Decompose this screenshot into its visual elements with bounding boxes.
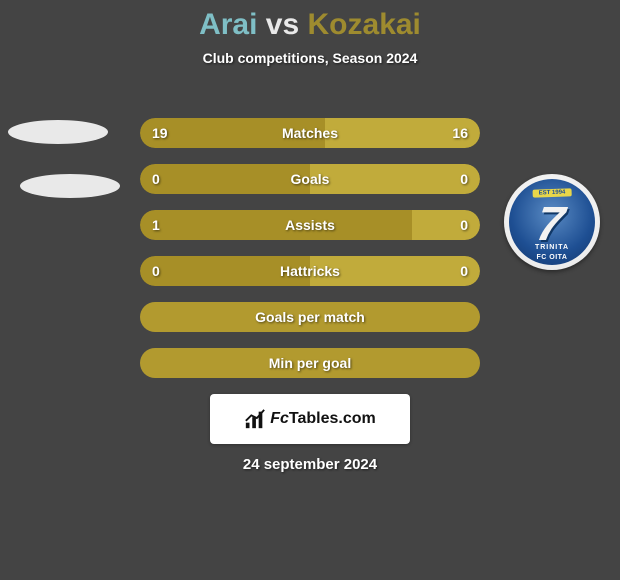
stat-zone: EST 1994 7 TRINITA FC OITA 1916Matches 00… — [0, 94, 620, 473]
date-text: 24 september 2024 — [0, 456, 620, 473]
fctables-icon — [244, 408, 266, 430]
stat-row: 00Goals — [140, 164, 480, 194]
stat-row: 00Hattricks — [140, 256, 480, 286]
stat-bars: 1916Matches 00Goals 10Assists 00Hattricks G… — [140, 94, 480, 378]
extra-stat-row: Goals per match — [140, 302, 480, 332]
player2-name: Kozakai — [308, 8, 421, 41]
player1-avatar-shape-b — [20, 174, 120, 198]
brand-prefix: Fc — [270, 410, 289, 427]
vs-text: vs — [266, 8, 299, 41]
player1-avatar-shape-a — [8, 120, 108, 144]
badge-bottom-text: FC OITA — [509, 254, 595, 261]
stat-row: 10Assists — [140, 210, 480, 240]
badge-top-text: TRINITA — [509, 244, 595, 251]
player1-name: Arai — [199, 8, 257, 41]
extra-stat-row: Min per goal — [140, 348, 480, 378]
club-badge-inner: EST 1994 7 TRINITA FC OITA — [509, 179, 595, 265]
brand-logo[interactable]: FcTables.com — [210, 394, 410, 444]
stat-row: 1916Matches — [140, 118, 480, 148]
subtitle: Club competitions, Season 2024 — [0, 50, 620, 66]
brand-suffix: Tables.com — [289, 410, 376, 427]
page-title: Arai vs Kozakai — [0, 8, 620, 42]
brand-text: FcTables.com — [270, 410, 376, 428]
club-badge: EST 1994 7 TRINITA FC OITA — [504, 174, 600, 270]
comparison-card: Arai vs Kozakai Club competitions, Seaso… — [0, 0, 620, 473]
